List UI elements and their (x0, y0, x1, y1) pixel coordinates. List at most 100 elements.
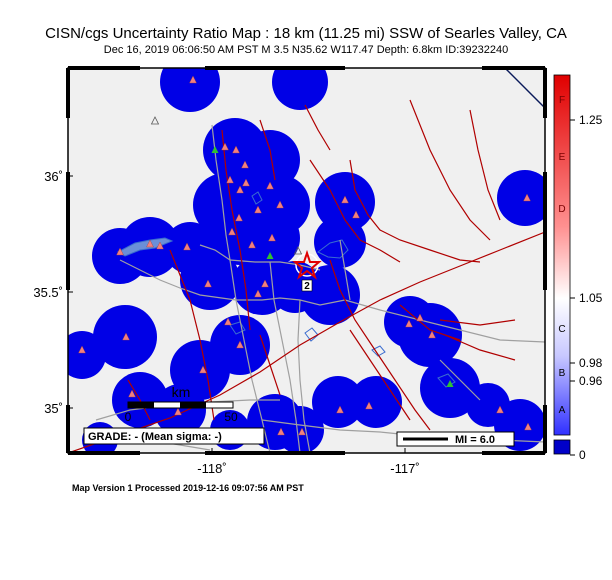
station-triangle-icon (416, 313, 424, 322)
colorbar-value: 0.96 (579, 374, 603, 388)
station-triangle-icon (156, 241, 164, 250)
colorbar-letter: B (559, 368, 566, 379)
mi-legend: MI = 6.0 (396, 431, 515, 447)
uncertainty-blob (350, 376, 402, 428)
colorbar-letter: F (559, 95, 565, 106)
station-triangle-icon (268, 233, 276, 242)
station-triangle-icon (232, 145, 240, 154)
station-triangle-icon (261, 279, 269, 288)
colorbar-letter: E (559, 152, 566, 163)
latitude-label: 35˚ (44, 401, 63, 416)
uncertainty-blob (276, 406, 324, 453)
station-triangle-icon (254, 205, 262, 214)
event-info: Dec 16, 2019 06:06:50 AM PST M 3.5 N35.6… (103, 44, 509, 56)
strong-motion-triangle-icon (266, 252, 274, 259)
station-triangle-icon (146, 239, 154, 248)
fault-lines (68, 99, 545, 453)
grade-text: GRADE: - (Mean sigma: -) (88, 431, 222, 443)
epicenter-label: 2 (304, 281, 310, 292)
station-triangle-icon (248, 240, 256, 249)
epicenter-marker: 2 (292, 249, 322, 292)
uncertainty-blob (154, 384, 206, 436)
latitude-label: 36˚ (44, 169, 63, 184)
station-triangle-icon (254, 289, 262, 298)
station-triangle-icon (277, 427, 285, 436)
station-triangle-icon (78, 345, 86, 354)
epicenter-label-box (301, 279, 313, 292)
station-triangle-icon (116, 247, 124, 256)
station-triangle-icon (189, 75, 197, 84)
scale-zero: 0 (125, 410, 132, 424)
station-triangle-icon (128, 389, 136, 398)
station-triangle-icon (336, 405, 344, 414)
uncertainty-blob (420, 358, 480, 418)
scale-end: 50 (224, 410, 238, 424)
station-triangle-icon (228, 227, 236, 236)
frame-ticks (66, 66, 547, 455)
station-triangle-icon (341, 195, 349, 204)
colorbar-letter: C (558, 324, 565, 335)
longitude-label: -117˚ (390, 461, 419, 476)
station-triangle-icon (204, 279, 212, 288)
uncertainty-blob (160, 68, 220, 112)
station-triangle-icon (276, 200, 284, 209)
station-triangle-icon (298, 427, 306, 436)
station-triangle-icon (266, 181, 274, 190)
uncertainty-blob (497, 170, 545, 226)
station-triangle-icon (523, 193, 531, 202)
station-outline-icon (293, 246, 303, 255)
station-triangle-icon (235, 213, 243, 222)
processing-footer: Map Version 1 Processed 2019-12-16 09:07… (72, 483, 304, 493)
latitude-label: 35.5˚ (33, 285, 63, 300)
water-bodies (116, 191, 456, 388)
uncertainty-blob (164, 222, 216, 274)
latitude-labels: 36˚ 35.5˚ 35˚ (33, 169, 73, 416)
station-triangle-icon (226, 175, 234, 184)
colorbar-letter: D (558, 204, 565, 215)
station-triangles (78, 75, 532, 436)
station-triangle-icon (428, 330, 436, 339)
longitude-label: -118˚ (197, 461, 226, 476)
station-outline-icon (150, 116, 160, 125)
map-corner-line (504, 68, 545, 109)
station-triangle-icon (242, 178, 250, 187)
station-triangle-icon (236, 185, 244, 194)
uncertainty-blob (92, 228, 148, 284)
colorbar-bottom-swatch (553, 439, 571, 455)
colorbar-value: 1.25 (579, 113, 603, 127)
uncertainty-blob (272, 68, 328, 110)
epicenter-star-icon (292, 249, 322, 280)
colorbar-value: 0.98 (579, 356, 603, 370)
uncertainty-blob (68, 331, 106, 379)
station-triangle-icon (122, 332, 130, 341)
uncertainty-blob (300, 265, 360, 325)
station-triangle-icon (224, 317, 232, 326)
mi-legend-text: MI = 6.0 (455, 434, 495, 446)
station-triangle-icon (199, 365, 207, 374)
longitude-labels: -118˚ -117˚ (197, 448, 420, 476)
station-triangle-icon (174, 407, 182, 416)
colorbar-value: 0 (579, 448, 586, 462)
station-triangle-icon (236, 340, 244, 349)
station-triangle-icon (405, 319, 413, 328)
colorbar-gradient (553, 74, 571, 436)
scale-bar: km 0 50 (125, 384, 238, 424)
uncertainty-regions (68, 68, 545, 453)
colorbar-value: 1.05 (579, 291, 603, 305)
station-triangle-icon (221, 142, 229, 151)
station-triangle-icon (496, 405, 504, 414)
uncertainty-blob (312, 376, 364, 428)
colorbar: F E D C B A 1.25 1.05 0.98 0.96 0 (553, 74, 603, 462)
strong-motion-triangle-icon (446, 380, 454, 387)
station-triangle-icon (365, 401, 373, 410)
colorbar-letter: A (559, 405, 566, 416)
map-title: CISN/cgs Uncertainty Ratio Map : 18 km (… (45, 25, 567, 42)
strong-motion-triangle-icon (211, 146, 219, 153)
grade-box: GRADE: - (Mean sigma: -) (83, 427, 265, 445)
station-triangle-icon (183, 242, 191, 251)
station-triangle-icon (241, 160, 249, 169)
station-triangle-icon (524, 422, 532, 431)
station-triangle-icon (352, 210, 360, 219)
scale-unit: km (172, 384, 191, 400)
